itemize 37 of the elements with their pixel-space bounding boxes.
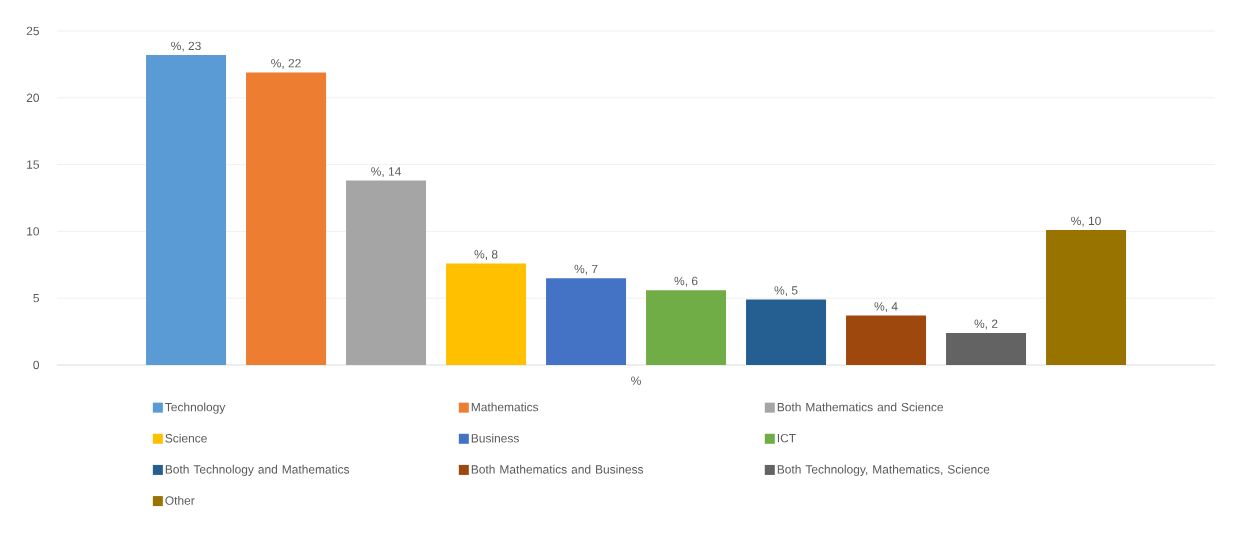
y-tick-label: 20 (26, 93, 40, 103)
legend-label: Science (165, 433, 207, 443)
data-label: %, 5 (774, 286, 798, 296)
y-tick-label: 0 (33, 360, 40, 370)
legend-label: Both Mathematics and Business (471, 464, 644, 474)
bar (546, 278, 627, 365)
bar (446, 263, 527, 365)
data-label: %, 6 (674, 276, 698, 287)
legend-label: Technology (165, 402, 226, 414)
legend-label: ICT (777, 433, 796, 443)
data-label: %, 2 (974, 319, 998, 330)
legend-label: Business (471, 433, 519, 443)
legend-label: Other (165, 496, 195, 505)
legend-label: Both Mathematics and Science (777, 402, 944, 412)
y-tick-label: 15 (27, 160, 39, 169)
legend-label: Both Technology, Mathematics, Science (777, 464, 990, 476)
bar (646, 290, 727, 365)
y-tick-label: 5 (33, 294, 39, 303)
data-label: %, 14 (371, 167, 401, 178)
bar (1046, 230, 1127, 365)
data-label: %, 10 (1071, 216, 1101, 227)
bar (346, 180, 427, 365)
x-tick-label: % (631, 376, 641, 385)
data-label: %, 23 (171, 41, 201, 52)
bar (846, 315, 927, 365)
y-tick-label: 25 (26, 26, 39, 36)
bar (746, 299, 827, 365)
y-tick-label: 10 (27, 227, 40, 236)
legend-label: Mathematics (471, 402, 539, 412)
bar (946, 332, 1027, 365)
legend-label: Both Technology and Mathematics (165, 464, 350, 476)
bar (146, 55, 227, 365)
data-label: %, 7 (574, 264, 598, 275)
data-label: %, 22 (271, 59, 301, 69)
bar (246, 72, 327, 365)
data-label: %, 4 (874, 302, 898, 313)
data-label: %, 8 (474, 250, 498, 260)
